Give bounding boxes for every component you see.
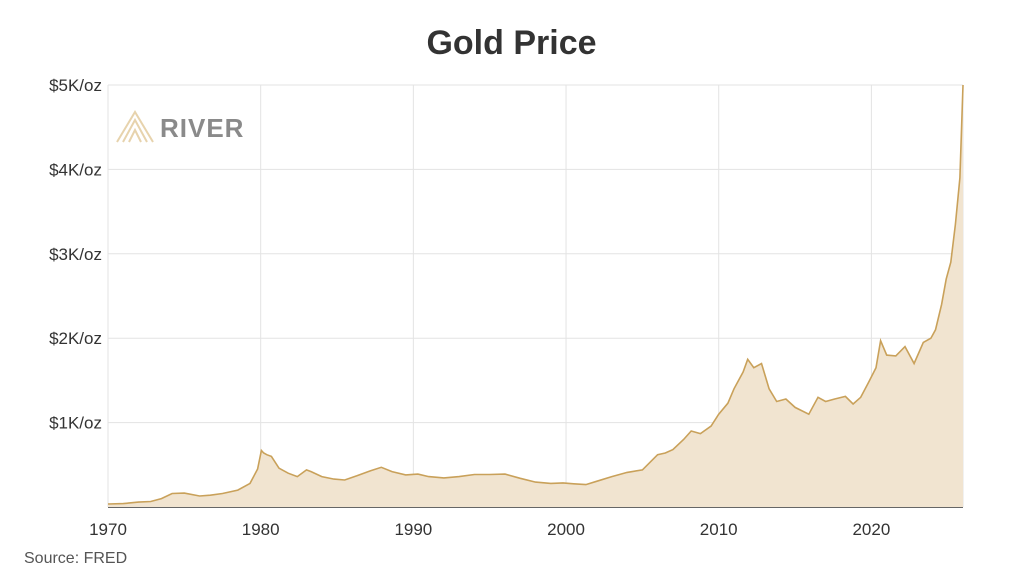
- x-tick-label: 2020: [852, 520, 890, 539]
- y-tick-label: $2K/oz: [49, 329, 102, 348]
- price-area: [108, 85, 963, 507]
- x-tick-label: 1970: [89, 520, 127, 539]
- y-tick-label: $1K/oz: [49, 414, 102, 433]
- source-note: Source: FRED: [24, 550, 128, 567]
- river-logo-icon: [116, 110, 154, 143]
- x-tick-label: 1990: [394, 520, 432, 539]
- price-line: [107, 84, 964, 505]
- x-tick-label: 2010: [700, 520, 738, 539]
- y-tick-label: $3K/oz: [49, 245, 102, 264]
- brand-wordmark: RIVER: [160, 113, 244, 143]
- y-tick-label: $5K/oz: [49, 76, 102, 95]
- chart-title: Gold Price: [426, 24, 597, 62]
- brand-watermark: RIVER: [116, 110, 244, 143]
- x-tick-label: 2000: [547, 520, 585, 539]
- x-tick-label: 1980: [242, 520, 280, 539]
- axis-ticks: $1K/oz $2K/oz $3K/oz $4K/oz $5K/oz 1970 1980 19…: [49, 76, 890, 539]
- y-tick-label: $4K/oz: [49, 160, 102, 179]
